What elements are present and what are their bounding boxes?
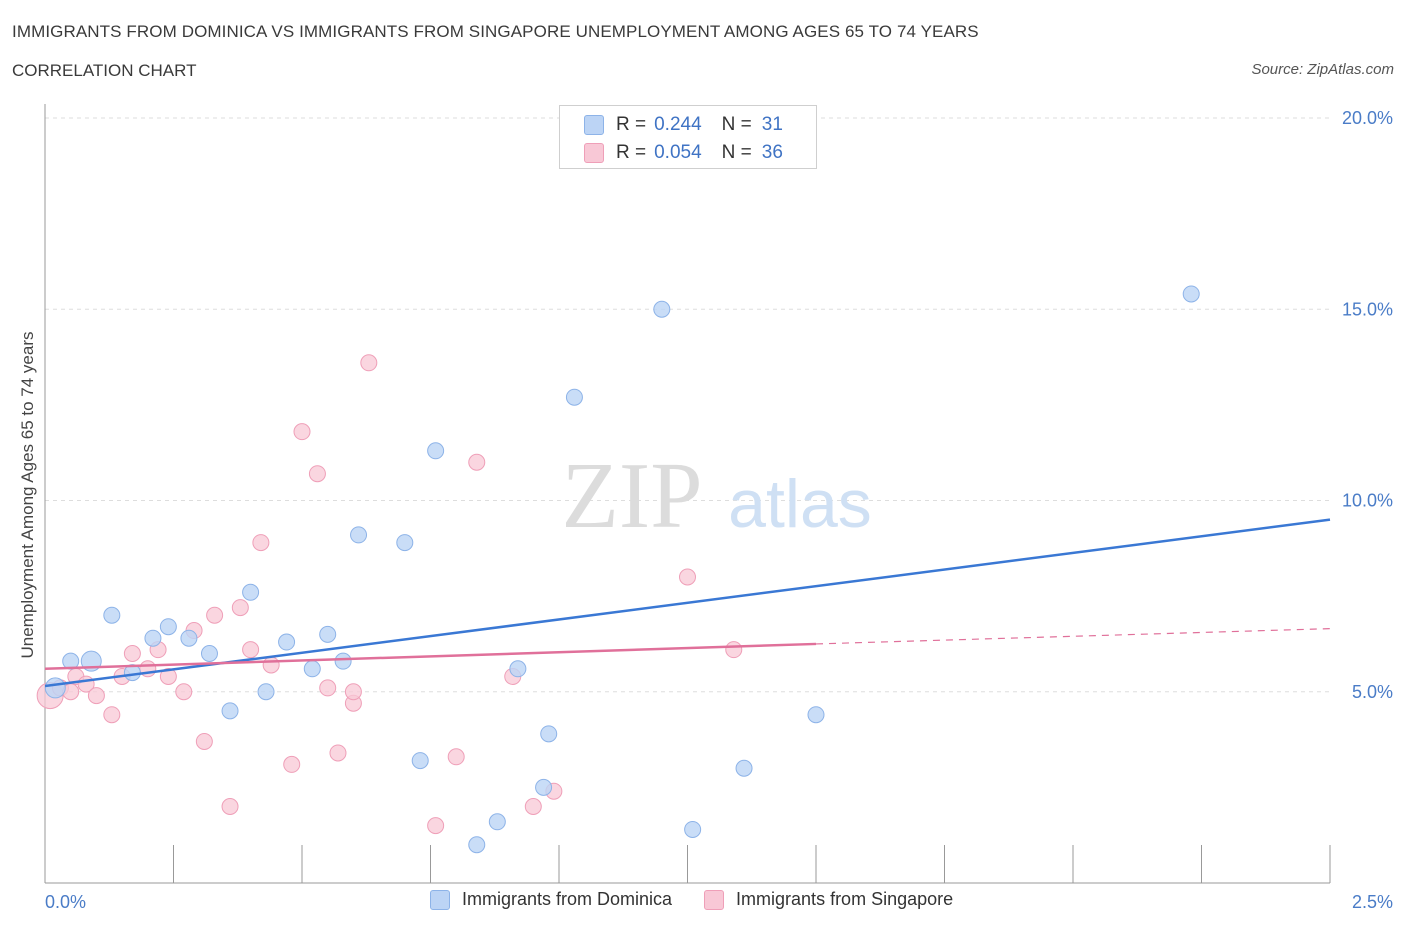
singapore-point xyxy=(725,641,743,659)
singapore-point xyxy=(329,744,347,762)
correlation-legend: R = 0.244 N = 31 R = 0.054 N = 36 xyxy=(559,105,817,169)
x-tick-label: 2.5% xyxy=(1352,892,1393,912)
watermark-atlas: atlas xyxy=(728,466,872,542)
singapore-point xyxy=(262,656,280,674)
singapore-trend-line xyxy=(44,642,817,671)
legend-row-dominica: R = 0.244 N = 31 xyxy=(584,113,783,137)
dominica-point xyxy=(684,820,702,838)
legend-swatch-singapore xyxy=(584,143,604,163)
y-tick-label: 20.0% xyxy=(1342,108,1393,128)
singapore-point xyxy=(447,748,465,766)
y-tick-label: 15.0% xyxy=(1342,299,1393,319)
dominica-point xyxy=(257,683,275,701)
singapore-point xyxy=(175,683,193,701)
singapore-point xyxy=(524,798,542,815)
singapore-point xyxy=(123,645,141,662)
legend-n-label: N = xyxy=(721,114,752,135)
dominica-point xyxy=(159,618,177,636)
dominica-point xyxy=(1182,285,1200,303)
singapore-point xyxy=(242,641,260,659)
series-singapore-points xyxy=(36,354,743,835)
singapore-point xyxy=(293,423,311,441)
legend-n-value-dominica: 31 xyxy=(761,114,783,135)
legend-row-singapore: R = 0.054 N = 36 xyxy=(584,141,783,165)
series-dominica-points xyxy=(44,285,1200,854)
watermark: ZIP atlas xyxy=(562,444,872,548)
singapore-point xyxy=(221,798,239,815)
tick-labels: 5.0% 10.0% 15.0% 20.0% 0.0% 2.5% xyxy=(45,108,1393,912)
legend-item-dominica: Immigrants from Dominica xyxy=(430,889,672,910)
dominica-point xyxy=(221,702,239,720)
dominica-trend-line xyxy=(44,518,1331,688)
dominica-point xyxy=(103,606,121,624)
dominica-point xyxy=(303,660,321,678)
dominica-point xyxy=(488,813,506,831)
source-label: Source: ZipAtlas.com xyxy=(1251,61,1394,78)
singapore-point xyxy=(195,732,213,750)
y-tick-label: 10.0% xyxy=(1342,491,1393,511)
dominica-point xyxy=(334,652,352,670)
singapore-point xyxy=(283,755,301,773)
singapore-point xyxy=(87,687,105,705)
dominica-point xyxy=(565,388,583,406)
dominica-point xyxy=(44,677,66,699)
singapore-point xyxy=(679,568,696,586)
dominica-point xyxy=(180,629,198,647)
dominica-point xyxy=(278,633,296,651)
singapore-point xyxy=(206,606,224,624)
axes xyxy=(44,104,1331,884)
singapore-point xyxy=(103,706,121,724)
legend-n-value-singapore: 36 xyxy=(761,142,783,163)
singapore-point xyxy=(252,534,270,552)
singapore-point xyxy=(344,683,362,701)
legend-label-dominica: Immigrants from Dominica xyxy=(462,889,673,909)
singapore-point xyxy=(360,354,378,372)
singapore-point xyxy=(468,453,486,471)
chart-subtitle: CORRELATION CHART xyxy=(12,61,197,80)
dominica-point xyxy=(535,778,553,796)
legend-r-value-singapore: 0.054 xyxy=(654,142,702,163)
y-tick-label: 5.0% xyxy=(1352,682,1393,702)
dominica-point xyxy=(144,629,162,647)
dominica-point xyxy=(735,759,753,777)
singapore-trend-extension xyxy=(815,628,1331,645)
dominica-point xyxy=(319,625,337,643)
singapore-point xyxy=(427,817,445,835)
legend-label-singapore: Immigrants from Singapore xyxy=(736,889,954,909)
legend-swatch-dominica xyxy=(584,115,604,135)
legend-swatch-dominica xyxy=(430,889,450,910)
dominica-point xyxy=(509,660,527,678)
legend-r-label: R = xyxy=(616,114,647,135)
series-legend: Immigrants from Dominica Immigrants from… xyxy=(430,889,985,910)
dominica-point xyxy=(540,725,558,743)
dominica-point xyxy=(427,442,445,460)
dominica-point xyxy=(242,583,260,601)
legend-n-label: N = xyxy=(721,142,752,163)
trend-lines xyxy=(44,518,1331,688)
legend-swatch-singapore xyxy=(704,889,725,910)
dominica-point xyxy=(350,526,368,544)
watermark-zip: ZIP xyxy=(562,444,703,548)
singapore-point xyxy=(308,465,326,483)
dominica-point xyxy=(653,300,671,318)
dominica-point xyxy=(807,706,825,724)
singapore-point xyxy=(231,599,249,617)
legend-r-label: R = xyxy=(616,142,647,163)
dominica-point xyxy=(200,645,218,662)
singapore-point xyxy=(159,667,177,685)
chart-title: IMMIGRANTS FROM DOMINICA VS IMMIGRANTS F… xyxy=(12,22,979,41)
singapore-point xyxy=(319,679,337,697)
x-tick-label: 0.0% xyxy=(45,892,86,912)
legend-item-singapore: Immigrants from Singapore xyxy=(704,889,953,910)
dominica-point xyxy=(468,836,486,854)
dominica-point xyxy=(411,752,429,770)
legend-r-value-dominica: 0.244 xyxy=(654,114,702,135)
dominica-point xyxy=(396,534,414,552)
